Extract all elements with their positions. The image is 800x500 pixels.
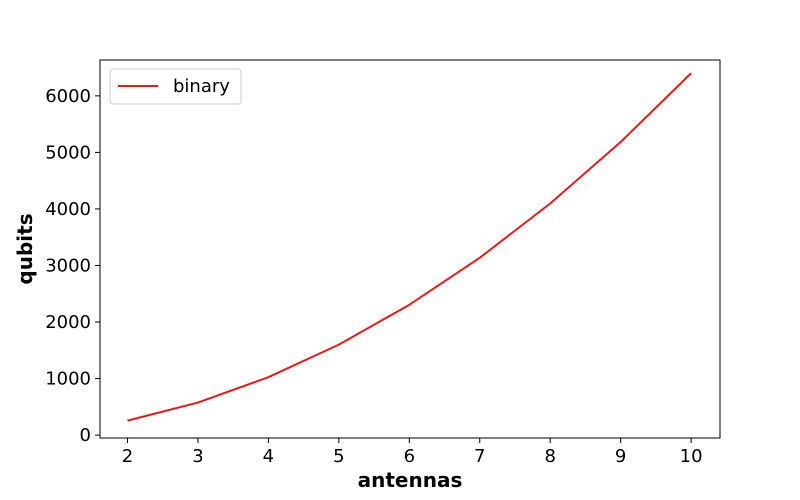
legend-box [109, 68, 242, 105]
x-tick-label: 10 [680, 446, 703, 467]
y-axis-title: qubits [13, 213, 37, 284]
series-layer [127, 72, 692, 422]
legend-label-binary: binary [173, 76, 230, 97]
x-tick-label: 8 [544, 446, 555, 467]
x-tick-label: 7 [474, 446, 485, 467]
plot-area [99, 59, 721, 439]
y-tick-label: 2000 [45, 312, 91, 333]
y-tick-label: 3000 [45, 255, 91, 276]
x-tick-label: 9 [615, 446, 626, 467]
x-tick-label: 2 [122, 446, 133, 467]
x-tick-label: 5 [333, 446, 344, 467]
plot-frame [99, 59, 721, 439]
x-axis-title: antennas [358, 468, 463, 492]
y-tick-label: 6000 [45, 86, 91, 107]
x-tick-label: 3 [192, 446, 203, 467]
x-axis: 2 3 4 5 6 7 8 9 10 [122, 438, 703, 467]
x-tick-label: 6 [404, 446, 415, 467]
y-tick-label: 4000 [45, 199, 91, 220]
legend: binary [109, 68, 242, 105]
y-tick-label: 0 [80, 425, 91, 446]
y-axis: 0 1000 2000 3000 4000 5000 6000 [45, 86, 100, 446]
series-line-binary [127, 72, 692, 422]
x-tick-label: 4 [263, 446, 274, 467]
y-tick-label: 5000 [45, 142, 91, 163]
y-tick-label: 1000 [45, 369, 91, 390]
